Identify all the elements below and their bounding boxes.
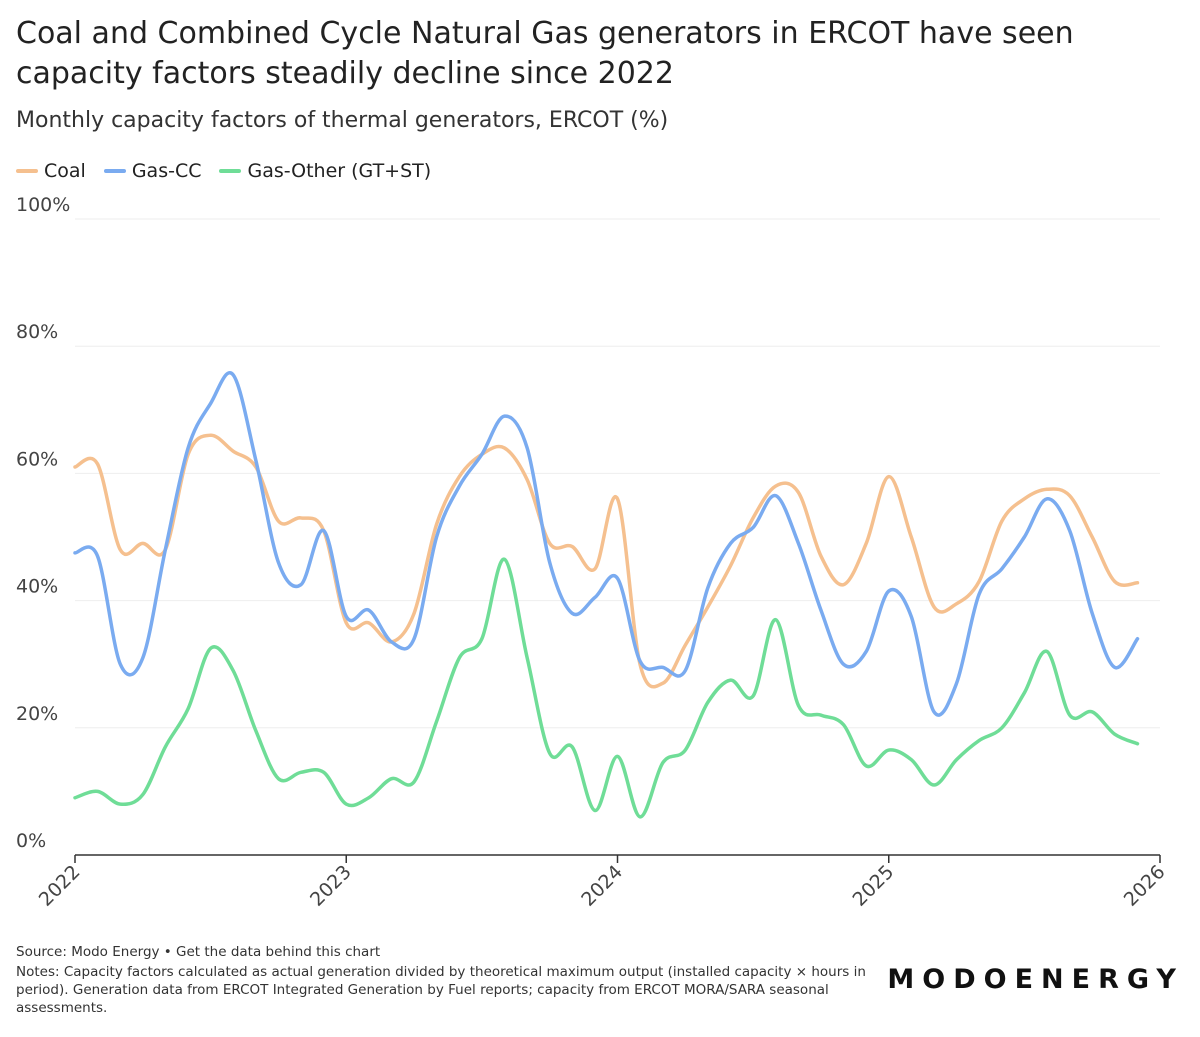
legend-swatch bbox=[16, 169, 38, 173]
x-tick-label: 2022 bbox=[35, 861, 85, 911]
x-tick-label: 2026 bbox=[1120, 861, 1170, 911]
chart-subtitle: Monthly capacity factors of thermal gene… bbox=[16, 108, 669, 133]
legend-item: Gas-Other (GT+ST) bbox=[219, 160, 431, 182]
y-tick-label: 80% bbox=[16, 321, 58, 343]
y-tick-label: 0% bbox=[16, 830, 46, 852]
series-line bbox=[73, 557, 1140, 819]
series-line bbox=[73, 433, 1140, 689]
y-tick-label: 20% bbox=[16, 703, 58, 725]
chart: 0% 20% 40% 60% 80% 100% 2022 2023 2024 2025 2026 bbox=[16, 195, 1170, 911]
chart-title: Coal and Combined Cycle Natural Gas gene… bbox=[16, 16, 1074, 91]
y-tick-label: 60% bbox=[16, 448, 58, 470]
legend-label: Coal bbox=[44, 160, 86, 182]
y-tick-label: 40% bbox=[16, 576, 58, 598]
x-tick-label: 2024 bbox=[577, 861, 627, 911]
series-line bbox=[73, 371, 1140, 717]
y-tick-label: 100% bbox=[16, 195, 70, 216]
x-tick-label: 2023 bbox=[306, 861, 356, 911]
legend-label: Gas-CC bbox=[131, 160, 202, 182]
legend: Coal Gas-CC Gas-Other (GT+ST) bbox=[16, 160, 431, 182]
x-tick-label: 2025 bbox=[849, 861, 899, 911]
legend-item: Gas-CC bbox=[103, 160, 202, 182]
source: Source: Modo Energy • Get the data behin… bbox=[16, 944, 381, 960]
notes: Notes: Capacity factors calculated as ac… bbox=[16, 964, 866, 1016]
legend-label: Gas-Other (GT+ST) bbox=[247, 160, 432, 182]
legend-swatch bbox=[219, 169, 242, 173]
legend-item: Coal bbox=[16, 160, 86, 182]
legend-swatch bbox=[103, 169, 126, 173]
logo: MODOENERGY bbox=[887, 964, 1184, 995]
